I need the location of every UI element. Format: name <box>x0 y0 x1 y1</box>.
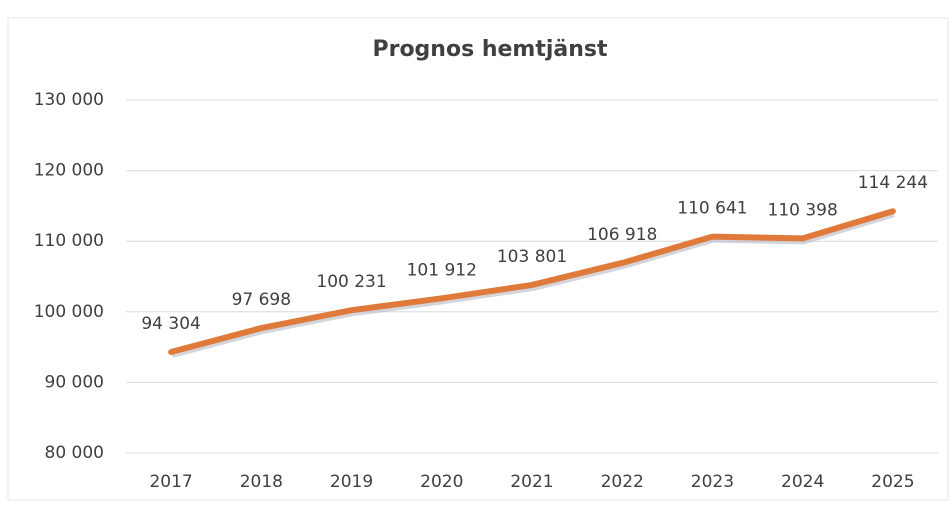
data-label: 94 304 <box>141 314 200 334</box>
chart-title: Prognos hemtjänst <box>372 37 608 62</box>
data-label: 110 398 <box>768 200 838 220</box>
x-tick-label: 2017 <box>149 472 192 492</box>
y-tick-label: 80 000 <box>45 443 104 463</box>
x-tick-label: 2021 <box>510 472 553 492</box>
x-tick-label: 2024 <box>781 472 824 492</box>
x-tick-label: 2018 <box>240 472 283 492</box>
data-label: 101 912 <box>407 260 477 280</box>
data-label: 106 918 <box>587 225 657 245</box>
y-tick-label: 90 000 <box>45 372 104 392</box>
y-tick-label: 100 000 <box>34 302 104 322</box>
data-label: 114 244 <box>858 173 928 193</box>
y-tick-label: 130 000 <box>34 90 104 110</box>
x-tick-label: 2020 <box>420 472 463 492</box>
x-tick-label: 2025 <box>871 472 914 492</box>
data-label: 110 641 <box>677 199 747 219</box>
line <box>168 208 896 356</box>
data-label: 103 801 <box>497 247 567 267</box>
x-tick-label: 2022 <box>601 472 644 492</box>
data-label: 100 231 <box>316 272 386 292</box>
x-tick-label: 2019 <box>330 472 373 492</box>
data-label: 97 698 <box>232 290 291 310</box>
x-tick-label: 2023 <box>691 472 734 492</box>
y-tick-label: 110 000 <box>34 231 104 251</box>
chart-frame <box>7 17 949 501</box>
y-tick-label: 120 000 <box>34 161 104 181</box>
